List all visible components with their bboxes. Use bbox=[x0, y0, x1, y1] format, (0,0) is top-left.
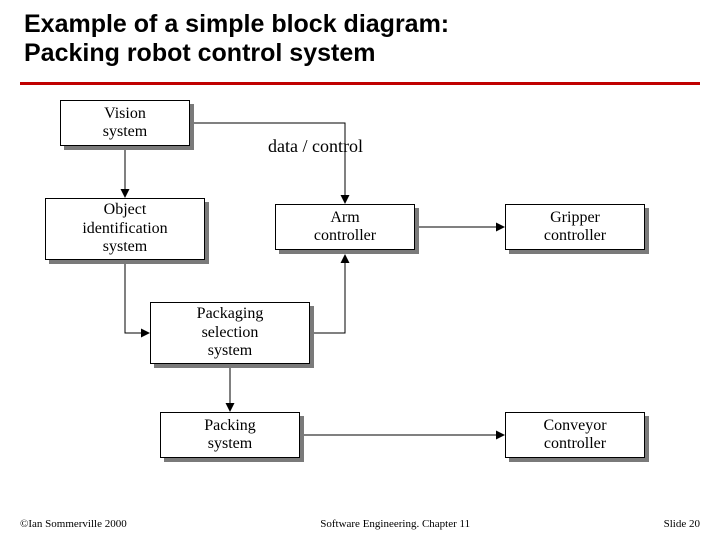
node-label: Visionsystem bbox=[60, 100, 190, 146]
footer-center: Software Engineering. Chapter 11 bbox=[320, 518, 470, 530]
slide-footer: ©Ian Sommerville 2000 Software Engineeri… bbox=[20, 518, 700, 530]
node-label: Grippercontroller bbox=[505, 204, 645, 250]
slide: Example of a simple block diagram: Packi… bbox=[0, 0, 720, 540]
title-line-2: Packing robot control system bbox=[24, 39, 449, 68]
edge-objid-pkgsel bbox=[125, 264, 148, 333]
node-pkgsel: Packagingselectionsystem bbox=[150, 302, 310, 364]
title-rule bbox=[20, 82, 700, 85]
node-gripper: Grippercontroller bbox=[505, 204, 645, 250]
edge-pkgsel-arm bbox=[314, 256, 345, 333]
node-label: Conveyorcontroller bbox=[505, 412, 645, 458]
node-label: Packagingselectionsystem bbox=[150, 302, 310, 364]
block-diagram: data / control Visionsystem Objectidenti… bbox=[20, 92, 700, 502]
node-label: Objectidentificationsystem bbox=[45, 198, 205, 260]
node-packing: Packingsystem bbox=[160, 412, 300, 458]
edge-vision-arm bbox=[194, 123, 345, 202]
footer-left: ©Ian Sommerville 2000 bbox=[20, 518, 127, 530]
title-line-1: Example of a simple block diagram: bbox=[24, 10, 449, 39]
node-objid: Objectidentificationsystem bbox=[45, 198, 205, 260]
annotation-data-control: data / control bbox=[268, 136, 363, 157]
node-label: Armcontroller bbox=[275, 204, 415, 250]
node-vision: Visionsystem bbox=[60, 100, 190, 146]
slide-title: Example of a simple block diagram: Packi… bbox=[24, 10, 449, 68]
node-arm: Armcontroller bbox=[275, 204, 415, 250]
node-label: Packingsystem bbox=[160, 412, 300, 458]
node-conveyor: Conveyorcontroller bbox=[505, 412, 645, 458]
footer-right: Slide 20 bbox=[664, 518, 700, 530]
